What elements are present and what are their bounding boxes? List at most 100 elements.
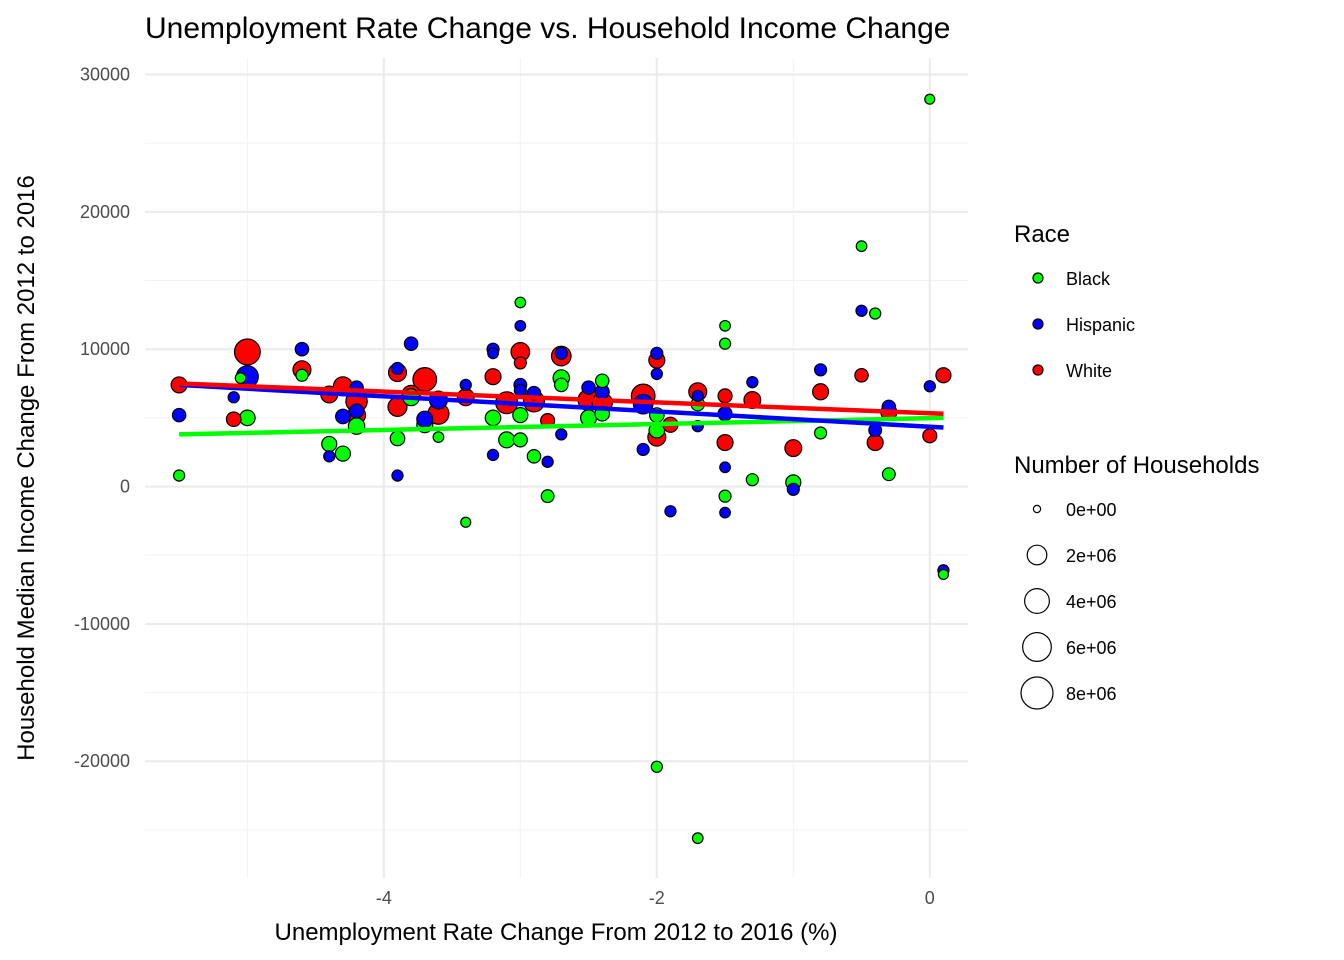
data-point-white [922,428,938,444]
data-point-hispanic [323,450,336,463]
data-point-hispanic [171,407,187,423]
data-point-hispanic [555,428,568,441]
data-point-white [233,338,261,366]
data-point-black [334,445,352,462]
data-point-black [460,516,472,528]
data-point-hispanic [227,391,240,404]
size-legend-key [1026,544,1048,566]
plot-area [145,58,968,878]
data-point-hispanic [486,448,500,462]
households-legend-entries: 0e+00 2e+06 4e+06 6e+06 8e+06 [1020,500,1117,710]
data-point-white [784,439,803,458]
data-point-black [526,449,542,464]
legend-label-white: White [1066,361,1112,381]
data-point-black [172,469,186,482]
data-point-black [718,337,732,350]
y-tick-label: 20000 [80,202,130,222]
x-axis-ticks: -4 -2 0 [376,888,935,908]
data-point-hispanic [691,389,704,403]
data-point-hispanic [719,506,731,519]
trend-line-hispanic [178,382,944,430]
data-point-white [716,434,734,452]
data-point-white [513,356,527,370]
data-point-white [812,383,830,401]
size-legend-label: 4e+06 [1066,592,1117,612]
race-legend-title: Race [1014,221,1070,248]
size-legend-key [1024,588,1050,614]
grid [145,58,968,878]
data-point-hispanic [719,461,731,474]
data-point-black [813,426,828,440]
households-legend-title: Number of Households [1014,452,1259,479]
legend: Race Black Hispanic White Number of Househ… [1014,221,1259,710]
data-point-black [855,240,868,253]
data-point-hispanic [786,482,800,496]
data-point-black [540,489,555,504]
y-tick-label: -20000 [74,751,130,771]
data-point-black [432,431,445,443]
data-point-black [924,93,936,105]
data-point-hispanic [416,410,434,428]
data-point-white [935,367,952,384]
data-point-black [321,435,338,453]
data-point-hispanic [636,442,650,457]
y-axis-ticks: -20000 -10000 0 10000 20000 30000 [74,64,130,771]
x-tick-label: -2 [649,888,665,908]
data-point-hispanic [348,403,365,419]
size-legend-label: 0e+00 [1066,500,1117,520]
size-legend-key [1020,676,1054,710]
y-tick-label: 10000 [80,339,130,359]
data-point-hispanic [514,319,527,332]
size-legend-label: 2e+06 [1066,546,1117,566]
data-point-hispanic [855,304,868,317]
data-point-black [239,409,256,427]
data-point-black [512,406,529,424]
y-tick-label: 30000 [80,64,130,84]
data-point-hispanic [923,380,936,393]
size-legend-key [1032,504,1042,514]
data-point-black [484,409,502,427]
legend-label-hispanic: Hispanic [1066,315,1135,335]
data-point-black [650,760,663,773]
data-point-white [225,411,242,428]
race-legend-entries: Black Hispanic White [1032,269,1135,381]
size-legend-key [1022,632,1052,662]
x-tick-label: 0 [925,888,935,908]
x-axis-title: Unemployment Rate Change From 2012 to 20… [275,919,838,946]
data-point-hispanic [581,380,596,395]
trend-line-white [179,381,944,416]
data-point-black [295,368,309,382]
size-legend-label: 6e+06 [1066,638,1117,658]
data-point-black [937,568,950,581]
data-point-white [484,368,502,386]
data-point-hispanic [813,363,828,377]
data-points [170,93,952,845]
data-point-black [389,430,406,447]
data-point-hispanic [487,347,499,360]
data-point-black [869,307,882,320]
legend-key-hispanic [1032,318,1044,330]
legend-key-black [1032,272,1044,284]
data-point-black [553,377,569,393]
trend-lines [178,381,944,437]
size-legend-label: 8e+06 [1066,684,1117,704]
data-point-white [717,388,733,404]
data-point-black [745,473,759,487]
data-point-black [718,489,732,503]
data-point-hispanic [390,361,405,376]
data-point-hispanic [391,469,404,482]
data-point-black [498,431,516,449]
data-point-hispanic [335,408,351,425]
data-point-hispanic [650,367,663,381]
legend-label-black: Black [1066,269,1111,289]
data-point-black [512,432,528,448]
data-point-black [234,372,247,384]
y-axis-title: Household Median Income Change From 2012… [13,175,40,761]
data-point-hispanic [650,346,664,360]
data-point-black [691,832,704,845]
y-tick-label: 0 [120,477,130,497]
data-point-hispanic [664,505,677,518]
data-point-black [881,467,896,482]
data-point-white [854,367,869,383]
